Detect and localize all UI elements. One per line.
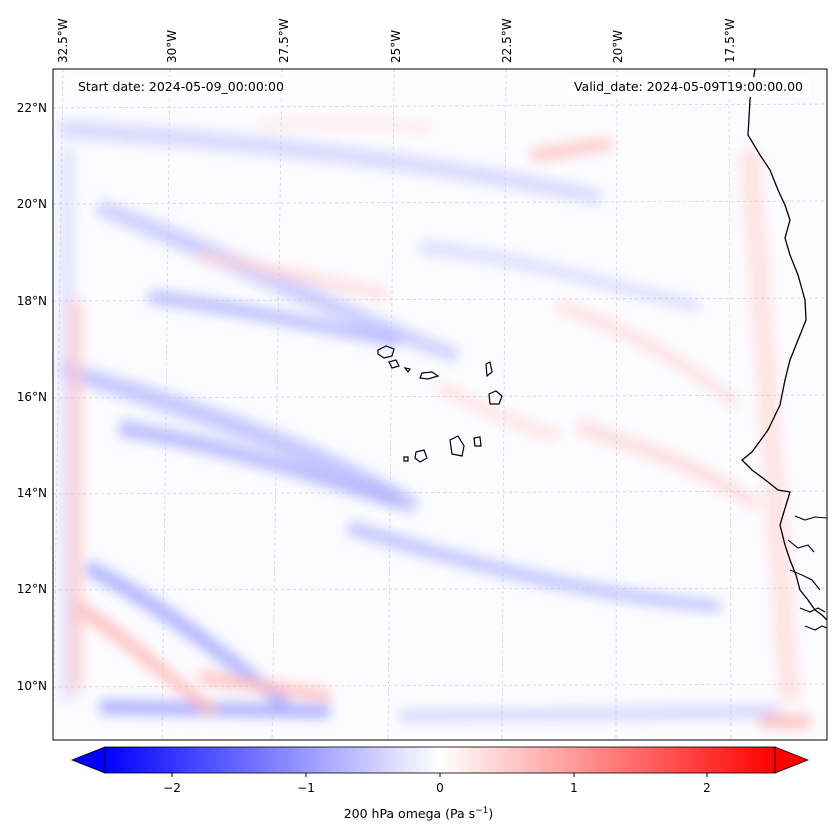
colorbar-label-exponent: −1 [475,806,489,816]
descent-band [760,715,810,728]
ascent-band [60,360,420,515]
start-date-label: Start date: 2024-05-09_00:00:00 [72,77,290,97]
descent-band [576,420,760,510]
ascent-band [400,705,780,722]
island [449,435,465,457]
coastline-detail [787,515,827,631]
island [419,371,440,380]
lon-tick-label: 22.5°W [500,18,514,63]
lat-tick-label: 14°N [17,486,47,500]
island [488,390,503,405]
island [388,359,400,369]
ascent-band [118,420,400,508]
map-frame [52,68,828,741]
colorbar-extend-right [774,746,810,774]
descent-band [74,600,220,716]
lon-tick-label: 32.5°W [56,18,70,63]
valid-date-label: Valid_date: 2024-05-09T19:00:00.00 [567,77,809,97]
island [485,361,493,378]
colorbar-label-main: 200 hPa omega (Pa s [343,806,476,822]
colorbar-tick-label: −2 [163,781,181,795]
lat-tick-label: 16°N [17,390,47,404]
colorbar-label-end: ) [488,806,494,822]
ascent-band [60,120,600,205]
ascent-band [95,200,460,362]
ascent-band [346,520,720,612]
map-panel [53,69,827,740]
lat-tick-label: 22°N [17,101,47,115]
ascent-band [148,290,400,347]
island [473,436,482,447]
lat-tick-label: 20°N [17,197,47,211]
lat-tick-label: 12°N [17,582,47,596]
lat-tick-label: 18°N [17,294,47,308]
descent-band [260,118,430,132]
island [403,456,409,462]
colorbar-ticks [171,773,708,777]
lon-tick-label: 20°W [611,30,625,63]
lon-tick-label: 30°W [165,30,179,63]
lat-tick-label: 10°N [17,679,47,693]
west-africa-coastline [741,69,827,621]
descent-band [530,138,612,162]
descent-band [198,250,390,300]
island [403,367,411,374]
colorbar: −2 −1 0 1 2 [70,746,810,795]
colorbar-tick-label: 2 [703,781,711,795]
descent-band [556,300,740,410]
ascent-band [418,240,700,312]
colorbar-tick-label: 1 [570,781,578,795]
island [377,345,395,359]
cape-verde-islands [377,345,503,463]
latitude-tick-labels: 22°N 20°N 18°N 16°N 14°N 12°N 10°N [17,101,47,693]
island [414,449,428,463]
lon-tick-label: 25°W [389,30,403,63]
descent-band [70,300,82,690]
colorbar-body [104,746,776,774]
descent-band [436,380,560,442]
longitude-tick-labels: 32.5°W 30°W 27.5°W 25°W 22.5°W 20°W 17.5… [56,18,737,63]
lon-tick-label: 27.5°W [277,18,291,63]
colorbar-tick-label: −1 [297,781,315,795]
colorbar-label: 200 hPa omega (Pa s−1) [0,806,837,821]
graticule [53,69,827,740]
ascent-band [84,560,290,708]
lon-tick-label: 17.5°W [723,18,737,63]
colorbar-tick-label: 0 [436,781,444,795]
omega-field [60,118,810,728]
colorbar-extend-left [70,746,106,774]
